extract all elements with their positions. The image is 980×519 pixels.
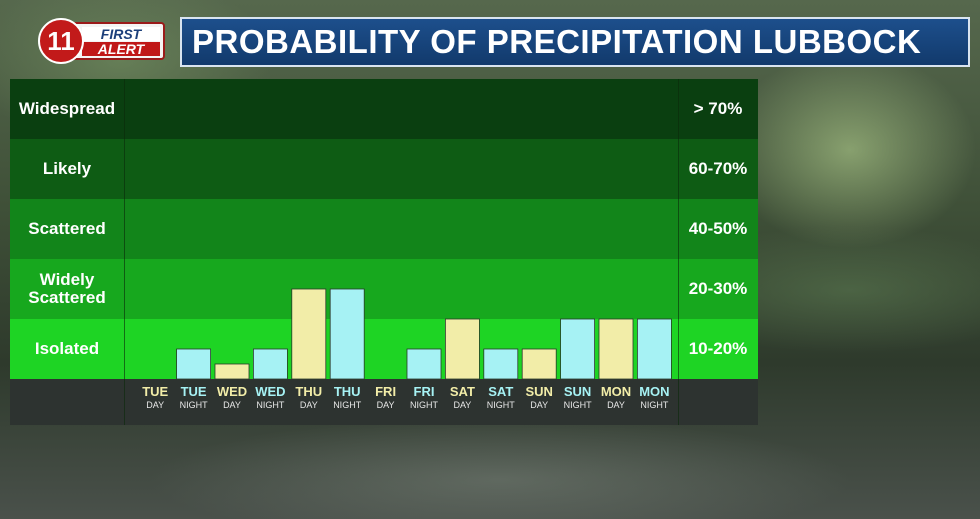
band-widely-scattered: Widely Scattered 20-30% (10, 259, 758, 319)
precip-bar (521, 348, 557, 380)
x-tick-label: SUN DAY (520, 385, 558, 410)
precip-bar (214, 363, 250, 380)
x-tick-period: DAY (453, 400, 472, 410)
precip-bar (406, 348, 442, 380)
x-tick-label: MON DAY (597, 385, 635, 410)
precip-bar (598, 318, 634, 380)
band-range: 10-20% (688, 339, 748, 358)
precip-bar (560, 318, 595, 380)
x-tick-period: NIGHT (640, 400, 669, 410)
x-tick-label: TUE NIGHT (174, 385, 212, 410)
x-tick-period: NIGHT (256, 400, 285, 410)
x-tick-label: WED NIGHT (251, 385, 289, 410)
precip-bar (291, 288, 327, 380)
x-tick-label: FRI NIGHT (405, 385, 443, 410)
x-tick-period: DAY (299, 400, 318, 410)
band-scattered: Scattered 40-50% (10, 199, 758, 259)
precip-bar (637, 318, 672, 380)
label-divider (124, 79, 125, 425)
x-tick-period: NIGHT (563, 400, 592, 410)
x-tick-period: DAY (530, 400, 549, 410)
precip-bar (483, 348, 519, 380)
precip-bar (176, 348, 212, 380)
band-label: Widely Scattered (28, 270, 106, 307)
x-tick-day: TUE (180, 384, 207, 399)
x-tick-period: NIGHT (333, 400, 362, 410)
x-tick-day: MON (600, 384, 632, 399)
x-tick-label: SUN NIGHT (558, 385, 596, 410)
x-tick-period: NIGHT (409, 400, 438, 410)
precip-bar (329, 288, 365, 380)
x-tick-label: WED DAY (213, 385, 251, 410)
x-tick-day: MON (639, 384, 670, 399)
band-widespread: Widespread > 70% (10, 79, 758, 139)
x-tick-label: THU NIGHT (328, 385, 366, 410)
precip-chart: Widespread > 70% Likely 60-70% Scattered 40-5… (10, 79, 758, 425)
x-tick-day: WED (216, 384, 248, 399)
logo-number: 11 (47, 26, 75, 56)
band-label: Likely (42, 159, 92, 178)
x-tick-day: WED (255, 384, 286, 399)
range-divider (678, 79, 679, 425)
x-tick-label: SAT NIGHT (482, 385, 520, 410)
logo-line1: FIRST (101, 26, 143, 42)
precip-bar (444, 318, 480, 380)
x-tick-period: DAY (146, 400, 165, 410)
band-range: 40-50% (688, 219, 748, 238)
x-tick-day: SAT (449, 384, 475, 399)
x-tick-period: DAY (223, 400, 241, 410)
x-tick-period: NIGHT (179, 400, 208, 410)
x-tick-label: TUE DAY (136, 385, 174, 410)
x-tick-day: FRI (413, 384, 435, 399)
x-tick-day: THU (295, 384, 323, 399)
x-tick-day: FRI (375, 384, 397, 399)
x-tick-day: SUN (525, 384, 553, 399)
band-range: 60-70% (688, 159, 748, 178)
first-alert-logo: 11 FIRST ALERT (38, 18, 165, 64)
precip-bar (252, 348, 288, 380)
x-tick-day: TUE (142, 384, 169, 399)
x-tick-label: SAT DAY (443, 385, 481, 410)
band-likely: Likely 60-70% (10, 139, 758, 199)
page-title: PROBABILITY OF PRECIPITATION LUBBOCK (180, 17, 970, 67)
x-tick-label: FRI DAY (366, 385, 404, 410)
band-label: Isolated (34, 339, 100, 358)
precip-bars (176, 288, 672, 380)
band-range: > 70% (693, 99, 743, 118)
x-tick-period: DAY (376, 400, 395, 410)
x-tick-period: NIGHT (486, 400, 515, 410)
x-tick-day: SUN (563, 384, 592, 399)
x-tick-day: THU (333, 384, 361, 399)
x-tick-period: DAY (607, 400, 625, 410)
band-range: 20-30% (688, 279, 748, 298)
x-tick-day: SAT (488, 384, 514, 399)
x-tick-label: THU DAY (290, 385, 328, 410)
x-tick-label: MON NIGHT (635, 385, 673, 410)
logo-line2: ALERT (97, 41, 146, 57)
band-label: Widespread (18, 99, 116, 118)
band-label: Scattered (28, 219, 106, 238)
